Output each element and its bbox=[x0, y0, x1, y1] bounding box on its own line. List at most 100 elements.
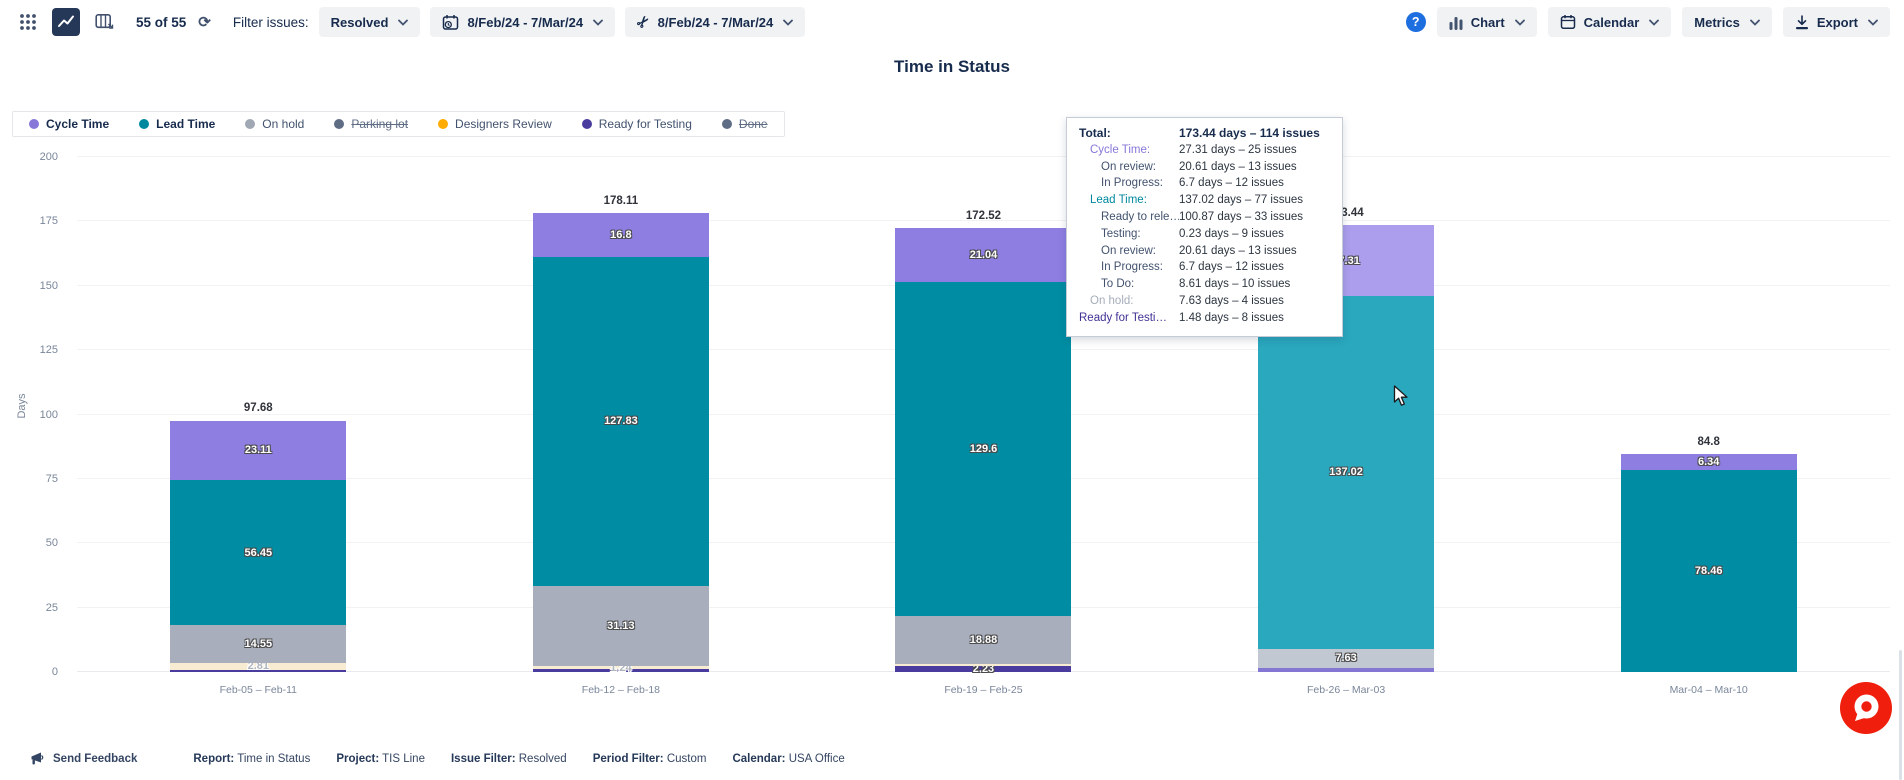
tooltip-row: In Progress: 6.7 days – 12 issues bbox=[1079, 175, 1330, 192]
issue-filter-select[interactable]: Resolved bbox=[318, 7, 421, 37]
legend-item-parking-lot[interactable]: Parking lot bbox=[334, 117, 408, 131]
legend-label: Lead Time bbox=[156, 117, 216, 131]
tooltip-row-value: 27.31 days – 25 issues bbox=[1179, 143, 1297, 156]
segment-ready-for-testing[interactable] bbox=[170, 670, 347, 672]
bar-total-label: 178.11 bbox=[603, 195, 639, 208]
period-range-button[interactable]: 8/Feb/24 - 7/Mar/24 bbox=[430, 7, 616, 37]
refresh-icon[interactable]: ⟳ bbox=[198, 14, 211, 31]
bar-feb-05-feb-11[interactable]: 2.81 14.55 56.45 23.11 bbox=[170, 157, 347, 672]
legend-item-cycle-time[interactable]: Cycle Time bbox=[29, 117, 109, 131]
y-tick-label: 125 bbox=[39, 344, 58, 357]
segment-value-label: 7.63 bbox=[1335, 652, 1357, 665]
tooltip-row-value: 20.61 days – 13 issues bbox=[1179, 244, 1297, 257]
period-range-value: 8/Feb/24 - 7/Mar/24 bbox=[467, 14, 584, 30]
calendar-button-label: Calendar bbox=[1583, 14, 1640, 30]
scrollbar[interactable] bbox=[1899, 650, 1902, 780]
chevron-down-icon bbox=[783, 19, 794, 26]
x-axis-label: Mar-04 – Mar-10 bbox=[1669, 684, 1748, 696]
segment-value-label: 127.83 bbox=[604, 415, 638, 428]
chart-type-button[interactable]: Chart bbox=[1436, 7, 1537, 37]
segment-lead-time[interactable]: 56.45 bbox=[170, 480, 347, 626]
chevron-down-icon bbox=[398, 19, 409, 26]
help-icon[interactable]: ? bbox=[1405, 12, 1426, 32]
segment-cycle-time[interactable]: 6.34 bbox=[1620, 453, 1797, 470]
segment-lead-time[interactable]: 137.02 bbox=[1258, 295, 1435, 649]
meta-project: Project: TIS Line bbox=[336, 752, 425, 765]
legend-label: Done bbox=[738, 117, 768, 131]
chat-widget-button[interactable] bbox=[1839, 681, 1893, 735]
segment-lead-time[interactable]: 129.6 bbox=[895, 281, 1072, 616]
export-button[interactable]: Export bbox=[1782, 7, 1890, 37]
segment-ready-for-testing[interactable] bbox=[532, 669, 709, 672]
legend-item-lead-time[interactable]: Lead Time bbox=[139, 117, 215, 131]
top-toolbar: 55 of 55 ⟳ Filter issues: Resolved 8/Feb… bbox=[0, 0, 1904, 44]
tooltip-row-value: 20.61 days – 13 issues bbox=[1179, 160, 1297, 173]
legend-dot bbox=[334, 119, 345, 129]
bar-feb-19-feb-25[interactable]: 2.23 18.88 129.6 21.04 bbox=[895, 157, 1072, 675]
segment-lead-time[interactable]: 127.83 bbox=[532, 256, 709, 586]
tooltip-row-label: On hold: bbox=[1090, 294, 1134, 307]
segment-on-hold[interactable]: 7.63 bbox=[1258, 648, 1435, 669]
segment-value-label: 6.34 bbox=[1697, 455, 1720, 468]
x-axis-label: Feb-19 – Feb-25 bbox=[944, 684, 1023, 696]
bar-mar-04-mar-10[interactable]: 78.46 6.34 bbox=[1620, 157, 1797, 672]
footer: Send Feedback Report: Time in Status Proj… bbox=[30, 751, 845, 766]
meta-issue-filter: Issue Filter: Resolved bbox=[450, 752, 567, 765]
segment-lead-time[interactable]: 78.46 bbox=[1620, 469, 1797, 672]
legend-item-ready-for-testing[interactable]: Ready for Testing bbox=[581, 117, 692, 131]
segment-designers-review[interactable] bbox=[895, 664, 1072, 667]
segment-cycle-time[interactable]: 16.8 bbox=[532, 213, 709, 257]
calendar-button[interactable]: Calendar bbox=[1547, 7, 1672, 37]
y-tick-label: 200 bbox=[39, 151, 58, 163]
segment-cycle-time[interactable]: 23.11 bbox=[170, 420, 347, 481]
segment-on-hold[interactable]: 18.88 bbox=[895, 615, 1072, 665]
segment-on-hold[interactable]: 14.55 bbox=[170, 625, 347, 663]
trim-range-button[interactable]: ✂ 8/Feb/24 - 7/Mar/24 bbox=[625, 7, 806, 37]
segment-ready-for-testing[interactable] bbox=[1258, 668, 1435, 672]
tooltip-row-label: On review: bbox=[1101, 244, 1156, 257]
segment-cycle-time[interactable]: 21.04 bbox=[895, 227, 1072, 282]
segment-value-label: 78.46 bbox=[1694, 564, 1723, 577]
chart-legend: Cycle Time Lead Time On hold Parking lot Des… bbox=[12, 111, 785, 137]
tooltip-row: Testing: 0.23 days – 9 issues bbox=[1079, 226, 1330, 243]
tooltip-row-label: In Progress: bbox=[1101, 261, 1163, 274]
chevron-down-icon bbox=[1749, 19, 1760, 26]
legend-dot bbox=[245, 119, 256, 129]
line-chart-view-button[interactable] bbox=[52, 8, 80, 36]
tooltip-row-value: 137.02 days – 77 issues bbox=[1179, 194, 1304, 207]
chart-button-label: Chart bbox=[1470, 14, 1505, 30]
metrics-button[interactable]: Metrics bbox=[1682, 7, 1772, 37]
board-view-button[interactable] bbox=[90, 8, 118, 36]
tooltip-row: Ready to rele… 100.87 days – 33 issues bbox=[1079, 209, 1330, 226]
y-tick-label: 150 bbox=[39, 279, 58, 292]
segment-designers-review[interactable]: 2.81 bbox=[170, 660, 347, 672]
y-tick-label: 175 bbox=[39, 215, 58, 228]
issues-count: 55 of 55 bbox=[136, 14, 187, 30]
bar-total-label: 97.68 bbox=[243, 402, 273, 415]
send-feedback-button[interactable]: Send Feedback bbox=[30, 751, 137, 766]
segment-value-label: 31.13 bbox=[607, 619, 635, 632]
legend-item-on-hold[interactable]: On hold bbox=[245, 117, 304, 131]
y-tick-label: 75 bbox=[45, 472, 58, 485]
tooltip-row-label: To Do: bbox=[1101, 278, 1135, 291]
legend-item-designers-review[interactable]: Designers Review bbox=[438, 117, 552, 131]
y-tick-label: 50 bbox=[45, 537, 58, 550]
chevron-down-icon bbox=[1649, 19, 1660, 26]
bar-feb-12-feb-18[interactable]: 1.24 31.13 127.83 16.8 bbox=[532, 157, 709, 674]
bar-feb-26-mar-03[interactable]: 7.63 137.02 27.31 bbox=[1258, 157, 1435, 672]
tooltip-row: Ready for Testi… 1.48 days – 8 issues bbox=[1079, 310, 1330, 327]
apps-grid-icon[interactable] bbox=[14, 8, 42, 36]
x-axis-label: Feb-05 – Feb-11 bbox=[219, 684, 298, 696]
legend-dot bbox=[139, 119, 150, 129]
tooltip-row-value: 0.23 days – 9 issues bbox=[1179, 227, 1284, 240]
segment-ready-for-testing[interactable]: 2.23 bbox=[895, 663, 1072, 675]
meta-calendar: Calendar: USA Office bbox=[732, 752, 845, 765]
segment-on-hold[interactable]: 31.13 bbox=[532, 585, 709, 666]
legend-dot bbox=[721, 119, 732, 129]
legend-item-done[interactable]: Done bbox=[721, 117, 768, 131]
legend-label: Parking lot bbox=[351, 117, 409, 131]
gridline bbox=[77, 156, 1890, 157]
segment-designers-review[interactable]: 1.24 bbox=[532, 662, 709, 674]
tooltip-row-value: 6.7 days – 12 issues bbox=[1179, 177, 1284, 190]
segment-value-label: 23.11 bbox=[244, 444, 272, 457]
